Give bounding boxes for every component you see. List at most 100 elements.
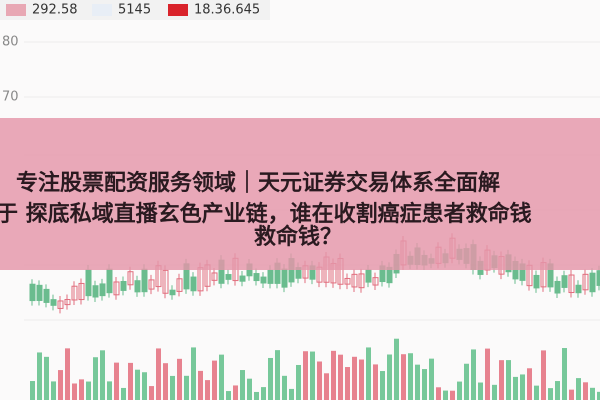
- volume-bar: [135, 369, 140, 400]
- candle-body: [85, 269, 92, 297]
- candle-body: [50, 299, 57, 306]
- volume-bar: [352, 356, 357, 400]
- candle-body: [78, 282, 85, 301]
- candle-body: [92, 285, 99, 298]
- volume-bar: [562, 348, 567, 400]
- candle-body: [120, 280, 127, 291]
- candle-body: [561, 275, 568, 288]
- volume-bar: [436, 387, 441, 400]
- candle-body: [148, 279, 155, 290]
- candle-body: [176, 278, 183, 292]
- volume-bar: [590, 387, 595, 400]
- volume-bar: [198, 370, 203, 400]
- volume-bar: [534, 385, 539, 400]
- volume-bar: [44, 356, 49, 400]
- candle-body: [358, 273, 365, 289]
- volume-bar: [149, 386, 154, 400]
- volume-bar: [240, 370, 245, 400]
- volume-bar: [569, 389, 574, 400]
- volume-bar: [499, 360, 504, 400]
- amount-swatch: [168, 4, 188, 16]
- volume-bar: [191, 347, 196, 400]
- volume-bar: [128, 362, 133, 400]
- candle-body: [106, 268, 113, 294]
- candle-body: [582, 273, 589, 291]
- candle-body: [225, 274, 232, 280]
- quote-bar: [0, 0, 270, 20]
- volume-bar: [485, 348, 490, 400]
- volume-bar: [366, 347, 371, 400]
- volume-bar: [450, 390, 455, 400]
- volume-bar: [233, 385, 238, 400]
- price: 292.58: [32, 3, 78, 18]
- volume-bar: [527, 368, 532, 400]
- candle-body: [554, 280, 561, 294]
- volume-bar: [79, 379, 84, 400]
- candle-body: [372, 277, 379, 286]
- candle-body: [211, 272, 218, 281]
- volume-bar: [415, 364, 420, 400]
- axis-label: 80: [2, 35, 19, 50]
- volume-bar: [93, 357, 98, 400]
- axis-label: 70: [2, 90, 19, 105]
- volume-bar: [100, 350, 105, 400]
- volume-bar: [555, 381, 560, 400]
- volume-bar: [121, 387, 126, 400]
- candle-body: [575, 284, 582, 294]
- volume-bar: [247, 378, 252, 400]
- volume-bar: [107, 381, 112, 400]
- candle-body: [71, 285, 78, 301]
- candle-body: [253, 273, 260, 282]
- volume-bar: [310, 351, 315, 400]
- candle-body: [351, 273, 358, 288]
- candle-body: [190, 276, 197, 292]
- volume-bar: [219, 354, 224, 400]
- candle-body: [344, 277, 351, 285]
- candle-body: [568, 274, 575, 294]
- volume-bar: [513, 376, 518, 400]
- volume-bar: [576, 378, 581, 400]
- candle-body: [239, 275, 246, 282]
- volume: 5145: [118, 3, 151, 18]
- volume-bar: [114, 362, 119, 400]
- volume-bar: [254, 391, 259, 400]
- volume-bar: [184, 375, 189, 400]
- volume-bar: [268, 357, 273, 400]
- volume-bar: [275, 350, 280, 400]
- candle-body: [113, 281, 120, 296]
- volume-bar: [387, 354, 392, 400]
- candle-body: [267, 269, 274, 284]
- amount: 18.36.645: [194, 3, 260, 18]
- volume-bar: [401, 354, 406, 400]
- volume-bar: [303, 351, 308, 400]
- price-swatch: [6, 4, 26, 16]
- candle-body: [281, 268, 288, 288]
- volume-bar: [457, 381, 462, 400]
- candle-body: [141, 268, 148, 293]
- volume-bar: [205, 380, 210, 400]
- volume-bar: [51, 381, 56, 400]
- volume-bar: [65, 348, 70, 400]
- volume-bar: [317, 361, 322, 400]
- volume-bar: [261, 387, 266, 400]
- volume-bar: [170, 375, 175, 400]
- candle-body: [127, 271, 134, 286]
- candle-body: [162, 269, 169, 294]
- volume-bar: [422, 369, 427, 400]
- volume-bar: [471, 349, 476, 400]
- candle-body: [57, 300, 64, 309]
- candle-body: [169, 289, 176, 296]
- volume-bar: [289, 388, 294, 400]
- volume-bar: [520, 374, 525, 400]
- volume-bar: [86, 381, 91, 400]
- volume-bar: [443, 390, 448, 400]
- volume-bar: [506, 360, 511, 400]
- banner-line: 救命钱？: [254, 224, 342, 250]
- volume-bar: [464, 363, 469, 400]
- volume-bar: [30, 381, 35, 400]
- volume-swatch: [92, 4, 112, 16]
- banner-line: 于 探底私域直播玄色产业链，谁在收割癌症患者救命钱: [0, 201, 532, 227]
- volume-bar: [163, 363, 168, 400]
- candle-body: [589, 272, 596, 293]
- banner-line: 专注股票配资服务领域｜天元证券交易体系全面解: [16, 170, 500, 196]
